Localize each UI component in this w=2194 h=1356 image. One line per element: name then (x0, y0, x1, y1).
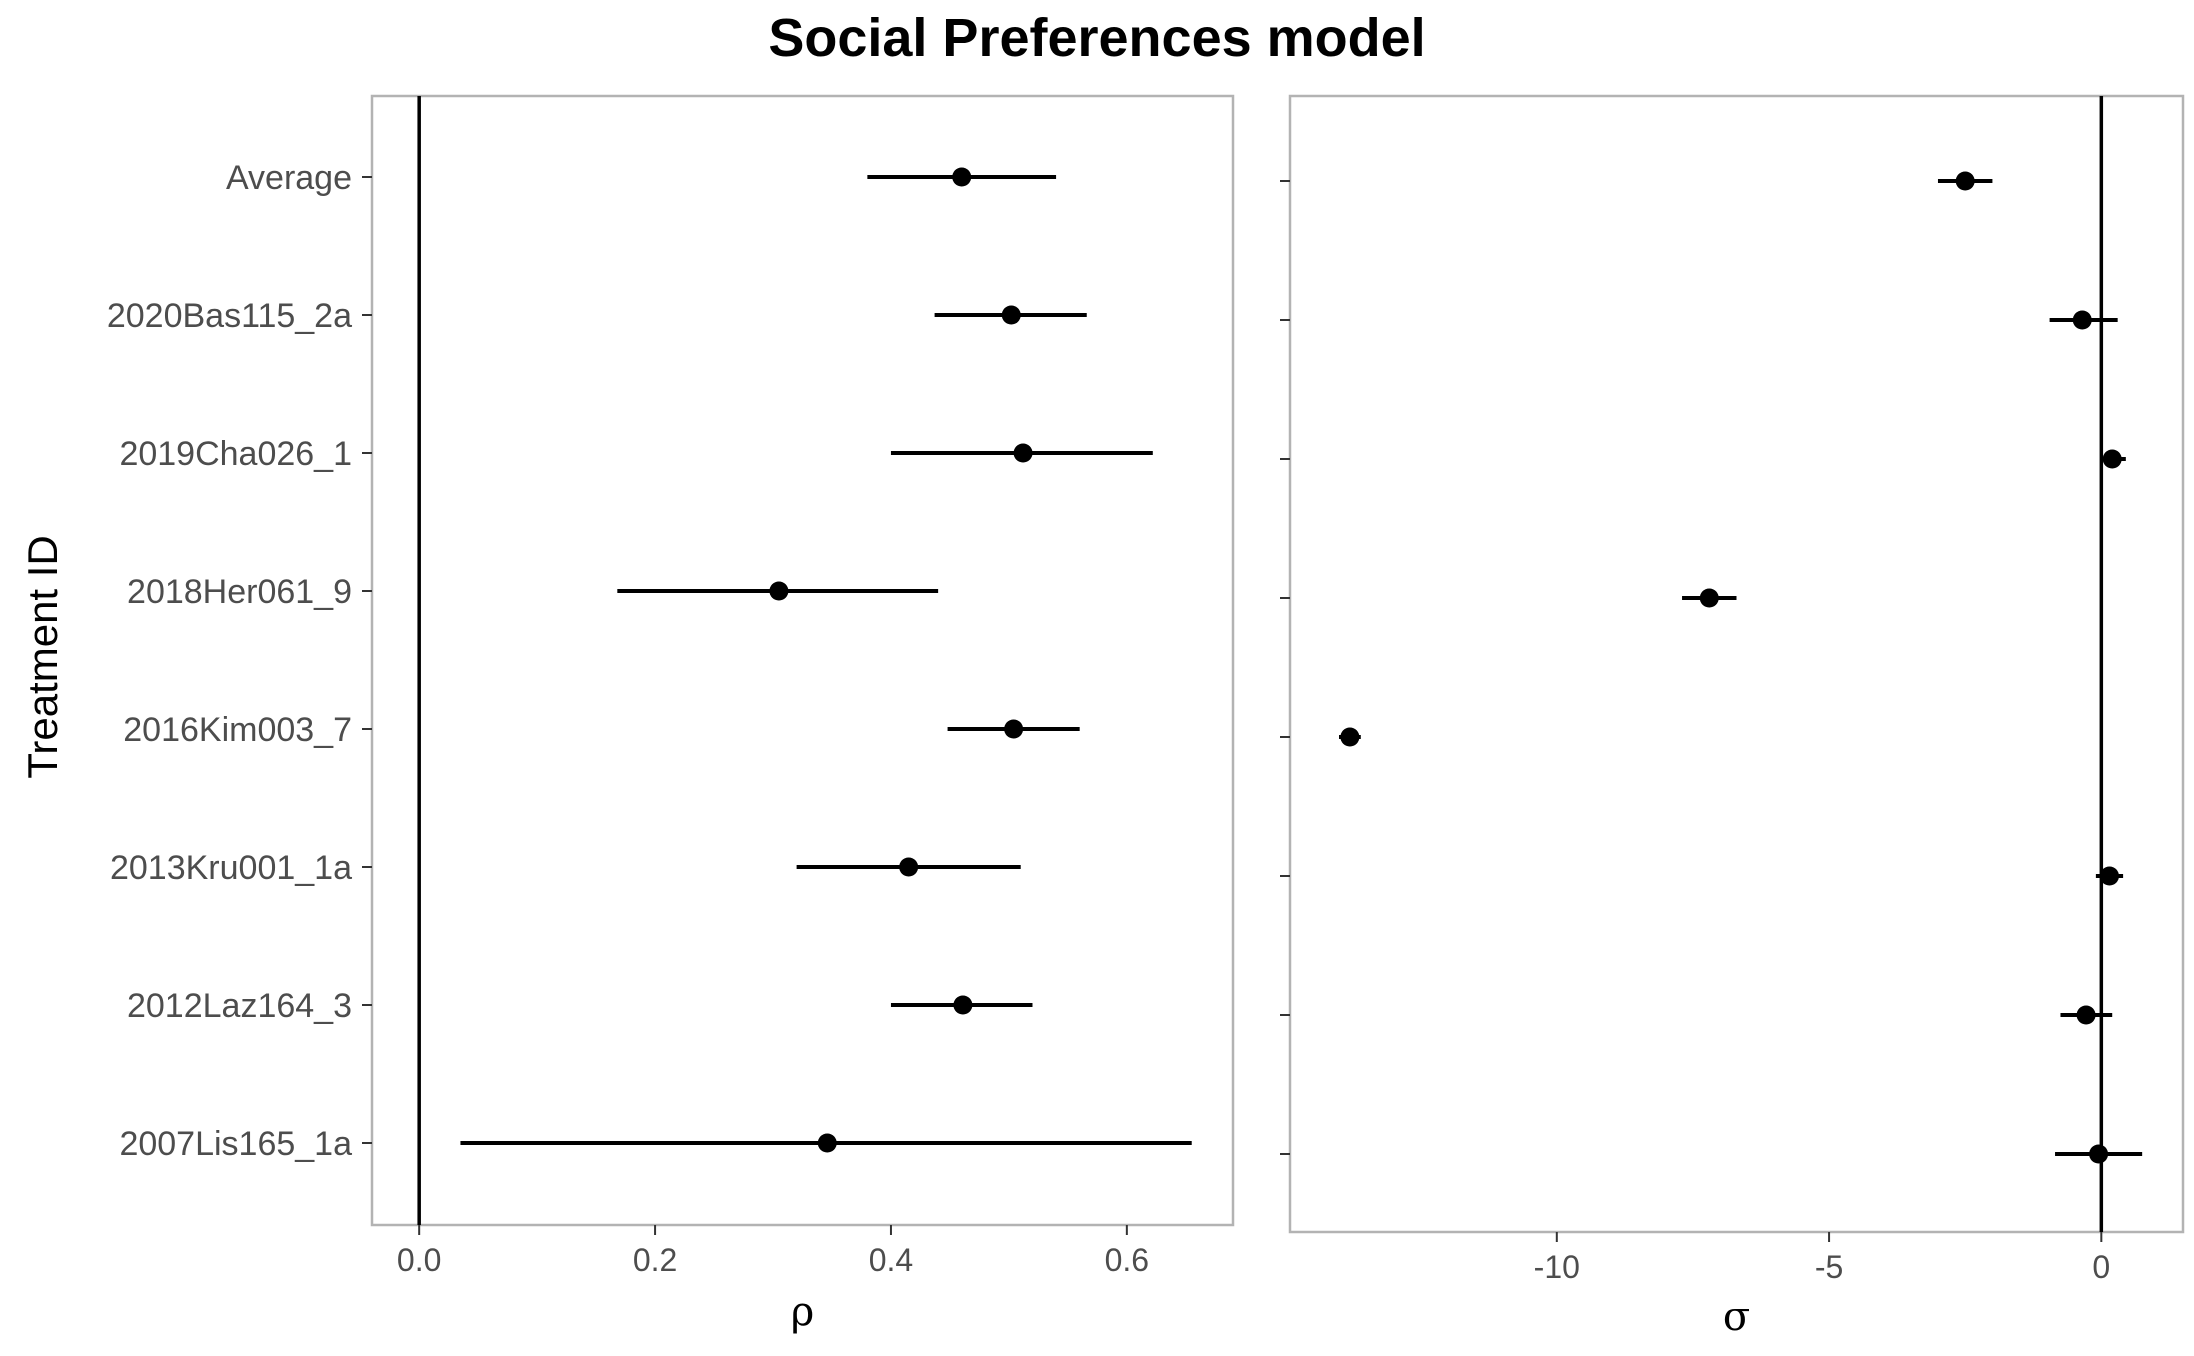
estimate-point (1013, 443, 1033, 463)
estimate-point (2076, 1005, 2096, 1025)
estimate-point (1340, 727, 1360, 747)
estimate-point (817, 1133, 837, 1153)
estimate-point (1699, 588, 1719, 608)
estimate-point (1004, 719, 1024, 739)
panel-2: -10 -5 0 σ (1280, 94, 2185, 1340)
category-label: 2007Lis165_1a (119, 1125, 352, 1163)
estimate-point (953, 995, 973, 1015)
category-label: 2016Kim003_7 (123, 711, 352, 749)
category-label: Average (226, 159, 352, 197)
estimate-point (2072, 310, 2092, 330)
category-label: 2012Laz164_3 (127, 987, 352, 1025)
estimate-point (952, 167, 972, 187)
panel-1: Average 2020Bas115_2a 2019Cha026_1 2018Her0… (107, 94, 1235, 1335)
estimate-point (899, 857, 919, 877)
panel-frame (370, 94, 1235, 1227)
estimate-point (769, 581, 789, 601)
x-tick-label: 0.0 (397, 1242, 441, 1278)
category-label: 2013Kru001_1a (110, 849, 352, 887)
category-label: 2020Bas115_2a (107, 297, 352, 335)
x-tick-label: -10 (1534, 1249, 1580, 1285)
estimate-point (2089, 1144, 2109, 1164)
x-tick-label: 0.2 (633, 1242, 677, 1278)
category-label: 2019Cha026_1 (119, 435, 352, 473)
panel-frame (1288, 94, 2185, 1234)
y-axis-title: Treatment ID (19, 535, 66, 779)
estimate-point (1955, 171, 1975, 191)
panels: Average 2020Bas115_2a 2019Cha026_1 2018Her0… (107, 94, 2185, 1340)
estimate-point (2102, 449, 2122, 469)
x-tick-label: 0.6 (1105, 1242, 1149, 1278)
x-axis-title: ρ (791, 1289, 815, 1335)
estimate-point (1001, 305, 1021, 325)
x-tick-label: 0.4 (869, 1242, 913, 1278)
chart-title: Social Preferences model (768, 8, 1425, 68)
x-axis-title: σ (1723, 1294, 1750, 1340)
estimate-point (2099, 866, 2119, 886)
x-tick-label: -5 (1815, 1249, 1843, 1285)
x-tick-label: 0 (2092, 1249, 2110, 1285)
category-label: 2018Her061_9 (127, 573, 352, 611)
